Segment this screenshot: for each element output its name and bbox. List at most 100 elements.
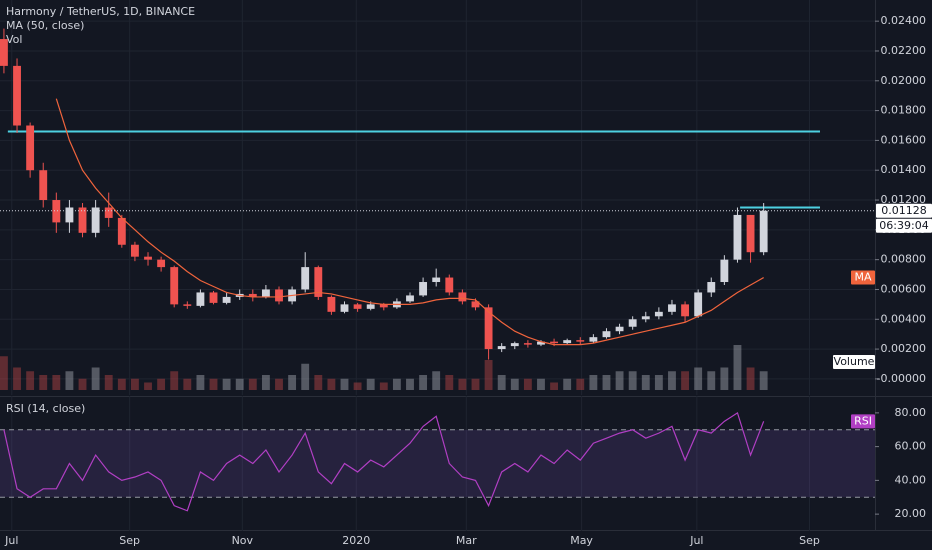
x-tick-label: Jul (689, 534, 703, 547)
y-tick-label: 40.00 (895, 473, 927, 486)
countdown: 06:39:04 (879, 219, 928, 232)
volume-bar (117, 378, 126, 390)
volume-bar (275, 378, 283, 390)
volume-bar (340, 378, 349, 390)
volume-bar (510, 378, 519, 390)
candle-body (523, 343, 532, 345)
y-tick-label: 0.02200 (881, 44, 927, 57)
candle-body (432, 277, 441, 283)
volume-bar (550, 382, 559, 390)
candle-body (91, 207, 100, 233)
volume-bar (733, 345, 742, 390)
rsi-line (3, 411, 765, 512)
volume-bar (248, 378, 257, 390)
ma-tag: MA (854, 271, 871, 284)
y-tick-label: 80.00 (895, 406, 927, 419)
volume-bar (432, 371, 441, 390)
volume-bar (353, 382, 362, 390)
last-price-label: 0.01128 (881, 204, 927, 217)
candle-body (576, 340, 585, 342)
volume-bar (327, 378, 336, 390)
candle-body (130, 244, 139, 257)
candle-body (26, 125, 35, 171)
volume-bar (445, 375, 454, 390)
volume-bar (78, 378, 87, 390)
volume-bar (759, 371, 768, 390)
volume-bar (13, 367, 21, 390)
candle-body (720, 259, 729, 283)
candle-body (327, 296, 336, 312)
candle-body (497, 346, 506, 350)
candle-body (602, 331, 611, 338)
candle-body (589, 337, 598, 342)
volume-bar (458, 378, 467, 390)
volume-bar (91, 367, 100, 390)
y-tick-label: 0.02000 (881, 74, 927, 87)
x-tick-label: Nov (232, 534, 254, 547)
candle-body (759, 210, 768, 253)
y-tick-label: -0.00000 (877, 372, 926, 385)
candle-body (39, 170, 48, 201)
volume-bar (196, 375, 205, 390)
candle-body (0, 39, 8, 66)
y-tick-label: 0.00600 (881, 282, 927, 295)
volume-bar (707, 371, 716, 390)
candle-body (707, 282, 716, 293)
volume-bar (130, 378, 139, 390)
ma-line (55, 98, 764, 346)
volume-bar (484, 360, 493, 390)
candle-body (654, 311, 663, 317)
y-tick-label: 0.00800 (881, 253, 927, 266)
candle-body (537, 341, 545, 345)
volume-bar (235, 378, 244, 390)
volume-bar (497, 375, 506, 390)
candle-body (117, 217, 126, 245)
volume-bar (471, 378, 480, 390)
candle-body (78, 207, 87, 233)
candle-body (694, 292, 703, 317)
ma-tag-box (851, 270, 875, 285)
candle-body (248, 293, 257, 297)
volume-bar (694, 367, 703, 390)
countdown-box (876, 218, 932, 233)
volume-bar (261, 375, 270, 390)
y-tick-label: 0.01200 (881, 193, 927, 206)
candle-body (484, 307, 493, 350)
rsi-tag-box (851, 414, 875, 429)
candle-body (104, 207, 113, 218)
candle-body (406, 295, 414, 302)
y-tick-label: 0.01800 (881, 104, 927, 117)
volume-bar (563, 378, 572, 390)
volume-bar (104, 375, 113, 390)
volume-bar (576, 378, 585, 390)
x-tick-label: Jul (4, 534, 18, 547)
volume-bar (209, 378, 218, 390)
candle-body (366, 304, 375, 309)
volume-bar (654, 375, 663, 390)
volume-bar (392, 378, 401, 390)
y-tick-label: 0.00400 (881, 312, 927, 325)
rsi-band (0, 429, 875, 498)
volume-bar (628, 371, 637, 390)
candle-body (471, 301, 480, 308)
y-tick-label: 20.00 (895, 507, 927, 520)
candle-body (340, 304, 349, 312)
candle-body (52, 200, 61, 223)
volume-bar (602, 375, 611, 390)
volume-bar (589, 375, 598, 390)
candle-body (144, 256, 152, 260)
volume-tag: Volume (834, 355, 875, 368)
last-price-label-box (876, 203, 932, 218)
y-tick-label: 60.00 (895, 440, 927, 453)
candle-body (209, 292, 218, 303)
symbol-title: Harmony / TetherUS, 1D, BINANCE (6, 5, 195, 18)
candle-body (628, 319, 637, 327)
volume-bar (668, 371, 676, 390)
x-tick-label: 2020 (342, 534, 370, 547)
y-tick-label: 0.01400 (881, 163, 927, 176)
candle-body (668, 304, 676, 312)
volume-bar (641, 375, 650, 390)
candle-body (458, 292, 467, 302)
candle-body (563, 340, 572, 344)
